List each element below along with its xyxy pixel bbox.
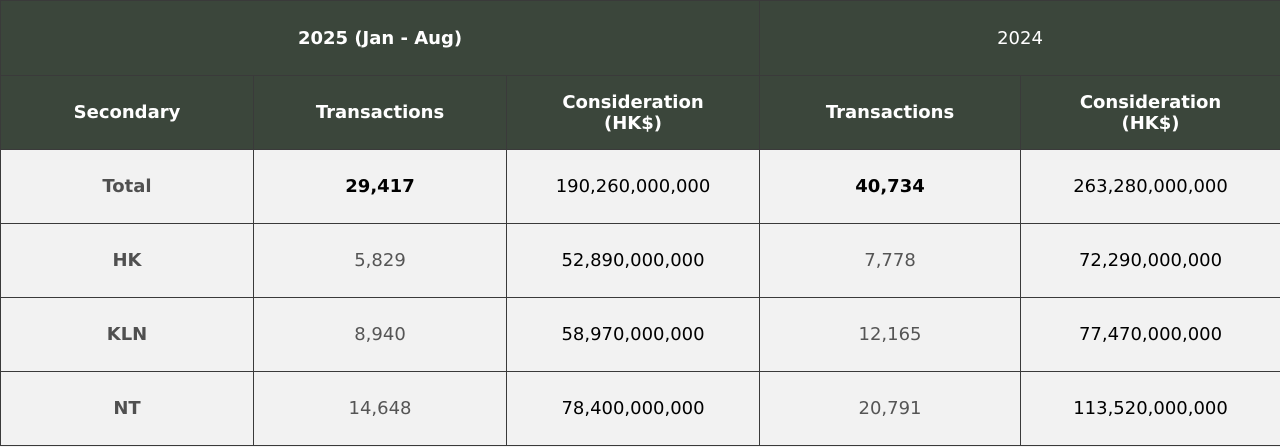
- table-cell: 78,400,000,000: [505, 371, 761, 446]
- table-cell: 72,290,000,000: [1020, 223, 1280, 298]
- row-label: KLN: [0, 297, 254, 372]
- table-cell: 7,778: [759, 223, 1022, 298]
- column-header-text: Secondary: [73, 102, 181, 123]
- column-header-row: Secondary Transactions Consideration (HK$)…: [0, 75, 1280, 150]
- table-cell: 52,890,000,000: [505, 223, 761, 298]
- table-row: KLN 8,940 58,970,000,000 12,165 77,470,000,0…: [0, 297, 1280, 372]
- group-header-row: 2025 (Jan - Aug) 2024: [0, 0, 1280, 76]
- column-header: Secondary: [0, 75, 254, 150]
- table-body: Total 29,417 190,260,000,000 40,734 263,280,…: [0, 149, 1280, 446]
- table-cell: 14,648: [253, 371, 507, 446]
- column-header: Transactions: [253, 75, 507, 150]
- column-header-text: Transactions: [825, 102, 955, 123]
- column-header: Consideration (HK$): [1020, 75, 1280, 150]
- row-label: NT: [0, 371, 254, 446]
- column-header-text: Consideration (HK$): [1079, 91, 1222, 134]
- table-cell: 8,940: [253, 297, 507, 372]
- table-cell: 77,470,000,000: [1020, 297, 1280, 372]
- column-header-text: Consideration (HK$): [562, 91, 704, 134]
- table-cell: 190,260,000,000: [505, 149, 761, 224]
- column-header-text: Transactions: [315, 102, 445, 123]
- table-cell: 20,791: [759, 371, 1022, 446]
- table-cell: 29,417: [253, 149, 507, 224]
- row-label: HK: [0, 223, 254, 298]
- table-cell: 263,280,000,000: [1020, 149, 1280, 224]
- column-header: Consideration (HK$): [505, 75, 761, 150]
- table-head: 2025 (Jan - Aug) 2024 Secondary Transacti…: [0, 0, 1280, 150]
- group-header: 2024: [759, 0, 1280, 76]
- table-row: NT 14,648 78,400,000,000 20,791 113,520,000,…: [0, 371, 1280, 446]
- row-label: Total: [0, 149, 254, 224]
- table-cell: 58,970,000,000: [505, 297, 761, 372]
- table-cell: 40,734: [759, 149, 1022, 224]
- table-cell: 5,829: [253, 223, 507, 298]
- group-header: 2025 (Jan - Aug): [0, 0, 761, 76]
- table-cell: 113,520,000,000: [1020, 371, 1280, 446]
- table-row: HK 5,829 52,890,000,000 7,778 72,290,000,000: [0, 223, 1280, 298]
- column-header: Transactions: [759, 75, 1022, 150]
- table-cell: 12,165: [759, 297, 1022, 372]
- table-row: Total 29,417 190,260,000,000 40,734 263,280,…: [0, 149, 1280, 224]
